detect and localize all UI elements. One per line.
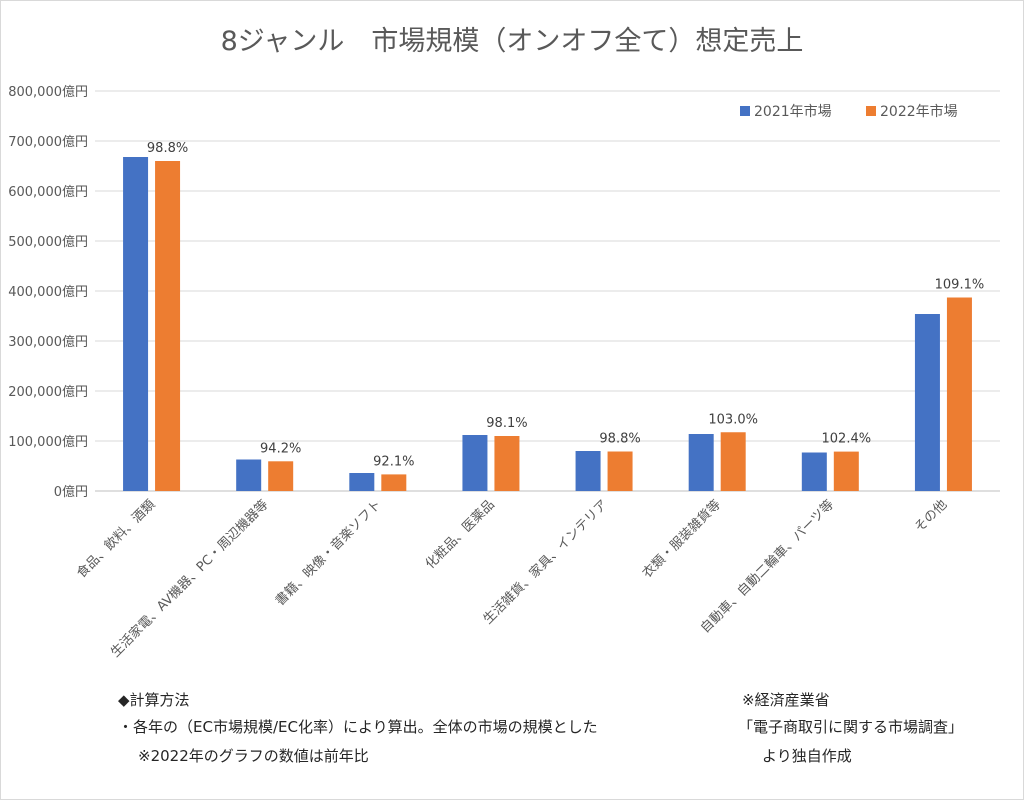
bar-2022 [494,436,520,491]
legend-label-2021: 2021年市場 [754,103,832,120]
x-tick-label: 衣類・服装雑貨等 [639,497,724,582]
data-label: 92.1% [373,454,414,469]
y-tick-label: 700,000億円 [8,134,88,150]
bar-2021 [914,314,940,491]
y-tick-label: 600,000億円 [8,184,88,200]
data-label: 102.4% [822,432,872,447]
y-tick-label: 100,000億円 [8,434,88,450]
bar-2021 [801,452,827,491]
bar-2021 [575,451,601,491]
bar-2022 [381,474,407,491]
bar-2022 [720,432,746,491]
bar-2021 [688,434,714,491]
data-label: 109.1% [935,278,985,293]
y-tick-label: 800,000億円 [8,84,88,100]
bar-2022 [946,297,972,491]
bar-2021 [123,157,149,491]
x-tick-label: その他 [912,497,950,535]
legend-swatch-2022 [866,106,876,116]
bar-2022 [155,161,181,491]
legend-label-2022: 2022年市場 [880,103,958,120]
bar-2021 [462,435,488,491]
y-tick-label: 300,000億円 [8,334,88,350]
bar-2022 [833,451,859,491]
legend-swatch-2021 [740,106,750,116]
bar-2022 [268,461,294,491]
x-tick-label: 食品、飲料、酒類 [74,497,159,582]
x-tick-label: 書籍、映像・音楽ソフト [272,497,384,609]
y-tick-label: 400,000億円 [8,284,88,300]
y-tick-label: 200,000億円 [8,384,88,400]
bar-2021 [236,459,262,491]
data-label: 94.2% [260,441,301,456]
bar-2022 [607,451,633,491]
x-tick-label: 化粧品、医薬品 [423,497,498,572]
data-label: 98.8% [599,432,640,447]
chart-title: 8ジャンル 市場規模（オンオフ全て）想定売上 [221,26,804,57]
data-label: 98.8% [147,141,188,156]
y-tick-label: 500,000億円 [8,234,88,250]
bar-2021 [349,473,375,491]
data-label: 103.0% [708,412,758,427]
x-tick-label: 自動車、自動二輪車、パーツ等 [697,497,837,637]
x-tick-label: 生活雑貨、家具、インテリア [480,497,611,628]
data-label: 98.1% [486,416,527,431]
y-tick-label: 0億円 [54,484,88,500]
